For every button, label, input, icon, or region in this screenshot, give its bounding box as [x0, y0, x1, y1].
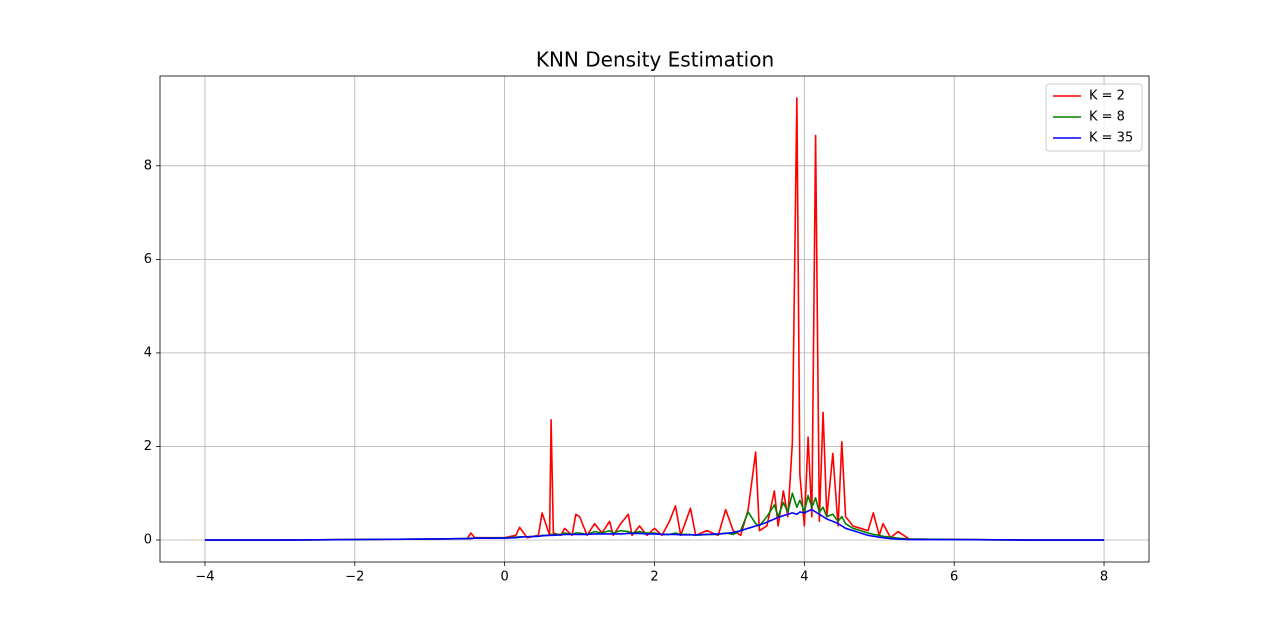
x-tick-label: −2	[345, 570, 364, 585]
y-tick-label: 2	[144, 439, 152, 454]
data-line	[204, 97, 1105, 541]
x-tick-label: 0	[501, 570, 509, 585]
x-tick-label: 6	[950, 570, 958, 585]
x-tick-label: 4	[800, 570, 808, 585]
legend-label: K = 2	[1089, 89, 1125, 104]
x-tick-label: −4	[195, 570, 214, 585]
x-tick-label: 2	[650, 570, 658, 585]
legend-label: K = 35	[1089, 131, 1133, 146]
legend-box	[1045, 83, 1143, 152]
y-tick-label: 6	[144, 252, 152, 267]
legend-label: K = 8	[1089, 110, 1125, 125]
data-line	[204, 508, 1105, 541]
plot-frame	[159, 75, 1150, 563]
y-tick-label: 0	[144, 533, 152, 548]
legend: K = 2 K = 8 K = 35	[1045, 83, 1143, 152]
y-tick-label: 4	[144, 345, 152, 360]
chart-title: KNN Density Estimation	[536, 48, 774, 72]
y-tick-label: 8	[144, 158, 152, 173]
x-tick-label: 8	[1100, 570, 1108, 585]
